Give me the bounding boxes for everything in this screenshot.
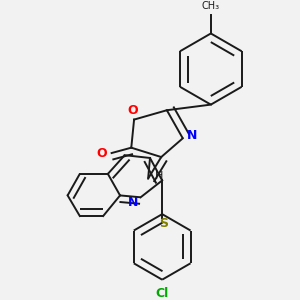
Text: N: N (187, 129, 197, 142)
Text: Cl: Cl (155, 287, 169, 300)
Text: CH₃: CH₃ (202, 1, 220, 11)
Text: S: S (160, 217, 169, 230)
Text: H: H (155, 171, 164, 181)
Text: O: O (127, 104, 137, 117)
Text: N: N (128, 196, 138, 209)
Text: O: O (96, 147, 106, 160)
